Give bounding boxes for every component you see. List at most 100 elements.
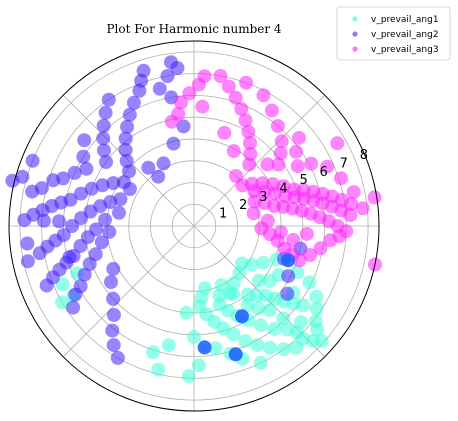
- legend-label-ang1: v_prevail_ang1: [371, 15, 439, 25]
- point-v_prevail_ang1-18: [253, 318, 268, 333]
- point-v_prevail_ang1-49: [293, 315, 308, 330]
- point-v_prevail_ang2-48: [68, 287, 83, 302]
- r-tick-label-3: 3: [259, 190, 267, 205]
- point-v_prevail_ang3-57: [274, 134, 289, 149]
- point-v_prevail_ang3-53: [239, 75, 254, 90]
- point-v_prevail_ang3-44: [242, 157, 257, 172]
- point-v_prevail_ang2-35: [73, 239, 88, 253]
- point-v_prevail_ang1-45: [276, 311, 291, 326]
- point-v_prevail_ang3-25: [265, 177, 280, 192]
- point-v_prevail_ang1-38: [302, 275, 317, 290]
- highlight-point-v_prevail_ang1-0: [235, 309, 249, 324]
- point-v_prevail_ang2-4: [84, 181, 99, 196]
- point-v_prevail_ang2-2: [106, 176, 121, 191]
- point-v_prevail_ang2-3: [95, 178, 110, 193]
- point-v_prevail_ang1-59: [179, 305, 194, 320]
- point-v_prevail_ang3-59: [271, 157, 286, 172]
- chart-title: Plot For Harmonic number 4: [106, 22, 281, 36]
- point-v_prevail_ang1-61: [146, 345, 160, 360]
- point-v_prevail_ang2-22: [122, 164, 136, 179]
- point-v_prevail_ang1-60: [161, 338, 176, 353]
- point-v_prevail_ang1-65: [55, 295, 70, 310]
- point-v_prevail_ang1-32: [250, 338, 265, 353]
- point-v_prevail_ang2-85: [281, 269, 296, 284]
- point-v_prevail_ang3-86: [292, 130, 306, 145]
- point-v_prevail_ang1-9: [309, 301, 324, 316]
- point-v_prevail_ang1-56: [181, 369, 196, 384]
- point-v_prevail_ang3-41: [313, 241, 328, 256]
- point-v_prevail_ang2-11: [17, 213, 32, 228]
- point-v_prevail_ang3-55: [264, 103, 279, 118]
- point-v_prevail_ang3-52: [213, 69, 228, 83]
- point-v_prevail_ang3-48: [238, 113, 253, 128]
- point-v_prevail_ang2-56: [67, 165, 82, 180]
- point-v_prevail_ang1-68: [235, 256, 249, 271]
- legend: v_prevail_ang1 v_prevail_ang2 v_prevail_…: [336, 6, 451, 61]
- point-v_prevail_ang1-30: [226, 327, 241, 342]
- point-v_prevail_ang2-1: [116, 175, 131, 190]
- point-v_prevail_ang2-17: [65, 219, 80, 233]
- point-v_prevail_ang2-60: [25, 184, 40, 199]
- polar-axis-outline: [8, 40, 380, 412]
- point-v_prevail_ang1-42: [256, 255, 271, 270]
- grid-spoke-225: [62, 225, 195, 358]
- legend-frame: [336, 6, 451, 61]
- legend-label-ang3: v_prevail_ang3: [371, 45, 439, 55]
- point-v_prevail_ang3-43: [332, 229, 347, 244]
- point-v_prevail_ang3-80: [246, 206, 261, 221]
- r-tick-label-2: 2: [239, 198, 247, 213]
- point-v_prevail_ang2-90: [36, 213, 51, 228]
- point-v_prevail_ang3-24: [255, 176, 270, 191]
- point-v_prevail_ang1-55: [191, 358, 206, 373]
- point-v_prevail_ang2-54: [98, 105, 113, 120]
- r-tick-label-5: 5: [299, 173, 307, 188]
- point-v_prevail_ang2-91: [52, 214, 67, 229]
- point-v_prevail_ang1-33: [263, 340, 278, 355]
- point-v_prevail_ang3-23: [245, 176, 260, 191]
- point-v_prevail_ang2-50: [99, 155, 113, 169]
- point-v_prevail_ang1-64: [55, 277, 70, 292]
- point-v_prevail_ang3-62: [304, 156, 319, 171]
- r-tick-label-6: 6: [320, 165, 328, 180]
- point-v_prevail_ang1-69: [222, 286, 237, 301]
- point-v_prevail_ang2-63: [25, 153, 40, 168]
- point-v_prevail_ang3-54: [256, 88, 271, 103]
- point-v_prevail_ang2-46: [77, 267, 92, 282]
- point-v_prevail_ang2-64: [20, 236, 35, 251]
- point-v_prevail_ang3-77: [286, 232, 301, 247]
- point-v_prevail_ang3-69: [174, 95, 188, 110]
- point-v_prevail_ang2-77: [164, 55, 178, 70]
- point-v_prevail_ang3-73: [195, 99, 210, 114]
- highlight-point-v_prevail_ang1-1: [197, 340, 212, 355]
- point-v_prevail_ang2-92: [62, 250, 77, 265]
- point-v_prevail_ang1-58: [253, 355, 268, 370]
- point-v_prevail_ang3-82: [330, 136, 345, 151]
- point-v_prevail_ang1-35: [289, 340, 304, 355]
- point-v_prevail_ang1-54: [208, 341, 223, 356]
- point-v_prevail_ang2-68: [106, 291, 121, 306]
- point-v_prevail_ang2-32: [98, 212, 112, 227]
- point-v_prevail_ang2-16: [74, 211, 89, 226]
- point-v_prevail_ang2-81: [151, 169, 166, 184]
- point-v_prevail_ang2-66: [106, 261, 121, 276]
- point-v_prevail_ang2-80: [156, 156, 171, 171]
- point-v_prevail_ang3-46: [243, 136, 257, 150]
- point-v_prevail_ang3-40: [303, 248, 318, 262]
- point-v_prevail_ang2-23: [119, 154, 134, 168]
- point-v_prevail_ang2-40: [39, 278, 54, 293]
- point-v_prevail_ang2-41: [112, 205, 126, 220]
- point-v_prevail_ang1-31: [238, 334, 253, 349]
- point-v_prevail_ang2-65: [20, 254, 35, 269]
- point-v_prevail_ang2-72: [110, 350, 125, 365]
- legend-marker-ang3: [352, 46, 358, 52]
- point-v_prevail_ang3-58: [273, 146, 288, 161]
- point-v_prevail_ang1-57: [187, 330, 201, 344]
- point-v_prevail_ang3-26: [276, 179, 291, 194]
- point-v_prevail_ang3-64: [334, 171, 348, 186]
- point-v_prevail_ang2-28: [126, 95, 141, 110]
- point-v_prevail_ang3-68: [182, 86, 197, 101]
- point-v_prevail_ang2-25: [118, 131, 133, 146]
- point-v_prevail_ang3-56: [270, 119, 285, 133]
- point-v_prevail_ang3-76: [273, 225, 288, 240]
